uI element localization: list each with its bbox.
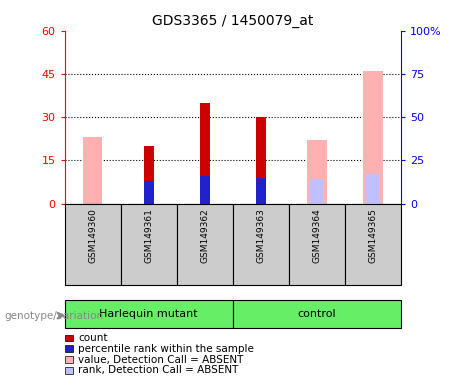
Text: GSM149362: GSM149362 <box>200 208 209 263</box>
Text: rank, Detection Call = ABSENT: rank, Detection Call = ABSENT <box>78 365 239 375</box>
Bar <box>200 103 210 204</box>
Title: GDS3365 / 1450079_at: GDS3365 / 1450079_at <box>152 14 313 28</box>
Bar <box>256 117 266 204</box>
Text: GSM149361: GSM149361 <box>144 208 153 263</box>
Bar <box>65 204 121 285</box>
Bar <box>83 137 102 204</box>
Text: control: control <box>298 309 336 319</box>
Text: GSM149365: GSM149365 <box>368 208 378 263</box>
Text: value, Detection Call = ABSENT: value, Detection Call = ABSENT <box>78 354 244 364</box>
Bar <box>289 204 345 285</box>
Text: count: count <box>78 333 108 343</box>
Bar <box>345 204 401 285</box>
Text: GSM149360: GSM149360 <box>88 208 97 263</box>
Bar <box>310 179 324 204</box>
Text: Harlequin mutant: Harlequin mutant <box>100 309 198 319</box>
Bar <box>233 204 289 285</box>
Text: GSM149364: GSM149364 <box>313 208 321 263</box>
Text: percentile rank within the sample: percentile rank within the sample <box>78 344 254 354</box>
Text: genotype/variation: genotype/variation <box>5 311 104 321</box>
Bar <box>366 174 380 204</box>
Bar <box>233 300 401 328</box>
Bar <box>307 140 327 204</box>
Text: GSM149363: GSM149363 <box>256 208 266 263</box>
Bar <box>256 178 266 204</box>
Bar <box>144 181 154 204</box>
Bar <box>200 176 210 204</box>
Bar <box>121 204 177 285</box>
Bar <box>177 204 233 285</box>
Bar <box>144 146 154 204</box>
Bar <box>65 300 233 328</box>
Bar <box>363 71 383 204</box>
